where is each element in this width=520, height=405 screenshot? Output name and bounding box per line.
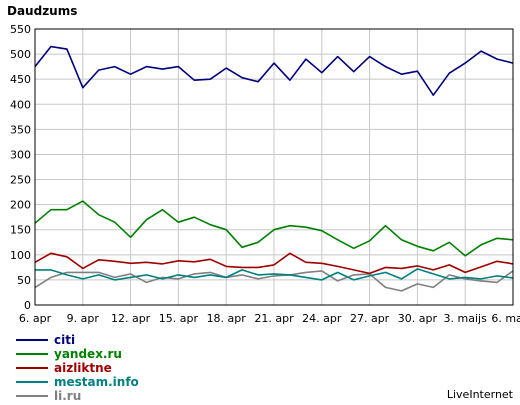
- y-tick-label: 350: [10, 123, 31, 136]
- legend-item-citi: citi: [16, 333, 75, 347]
- legend-label: mestam.info: [54, 375, 139, 389]
- legend-label: yandex.ru: [54, 347, 122, 361]
- x-tick-label: 6. maijs: [491, 312, 520, 325]
- series-line-yandex-ru: [34, 200, 514, 257]
- legend-item-li-ru: li.ru: [16, 389, 81, 403]
- y-tick-label: 50: [17, 274, 31, 287]
- y-tick-label: 100: [10, 249, 31, 262]
- y-tick-label: 300: [10, 148, 31, 161]
- x-tick-label: 12. apr: [111, 312, 151, 325]
- x-tick-label: 9. apr: [67, 312, 100, 325]
- y-tick-label: 0: [24, 299, 31, 312]
- y-tick-label: 550: [10, 23, 31, 36]
- x-tick-label: 30. apr: [398, 312, 438, 325]
- x-tick-label: 24. apr: [302, 312, 342, 325]
- grid: [34, 28, 514, 306]
- y-axis: 0 50 100 150 200 250 300 350 400 450 500 550: [10, 23, 31, 312]
- credit-label: LiveInternet: [447, 388, 514, 401]
- plot-frame: [34, 28, 514, 306]
- x-tick-label: 18. apr: [207, 312, 247, 325]
- y-tick-label: 400: [10, 98, 31, 111]
- series-line-aizliktne: [34, 252, 514, 275]
- series-line-mestam-info: [35, 268, 514, 281]
- y-tick-label: 450: [10, 73, 31, 86]
- legend-item-yandex-ru: yandex.ru: [16, 347, 122, 361]
- x-axis: 6. apr 9. apr 12. apr 15. apr 18. apr 21. apr…: [19, 312, 520, 325]
- y-tick-label: 500: [10, 48, 31, 61]
- legend-label: aizliktne: [54, 361, 112, 375]
- legend-item-mestam-info: mestam.info: [16, 375, 139, 389]
- x-tick-label: 3. maijs: [444, 312, 488, 325]
- legend-label: li.ru: [54, 389, 81, 403]
- y-tick-label: 150: [10, 224, 31, 237]
- legend-label: citi: [54, 333, 75, 347]
- legend-item-aizliktne: aizliktne: [16, 361, 112, 375]
- series-lines: [34, 45, 514, 292]
- x-tick-label: 15. apr: [159, 312, 199, 325]
- y-tick-label: 200: [10, 199, 31, 212]
- x-tick-label: 21. apr: [254, 312, 294, 325]
- series-line-li-ru: [34, 270, 514, 292]
- x-tick-label: 27. apr: [350, 312, 390, 325]
- series-line-citi: [34, 45, 514, 96]
- y-tick-label: 250: [10, 174, 31, 187]
- x-tick-label: 6. apr: [19, 312, 52, 325]
- chart-title: Daudzums: [7, 4, 77, 18]
